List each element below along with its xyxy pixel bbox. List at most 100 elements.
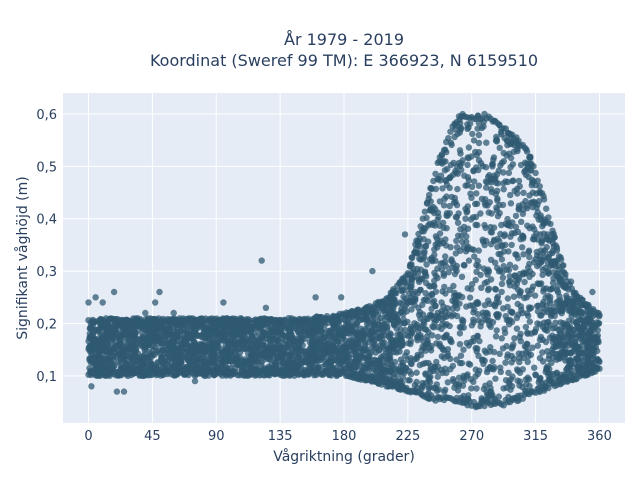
- data-point: [527, 304, 535, 311]
- data-point: [502, 313, 509, 320]
- data-point: [430, 177, 437, 185]
- data-point: [408, 254, 416, 262]
- data-point: [365, 367, 372, 374]
- data-point: [443, 193, 450, 200]
- data-point: [504, 295, 512, 302]
- data-point: [405, 377, 412, 384]
- x-tick-label: 135: [268, 429, 293, 444]
- data-point: [494, 213, 502, 220]
- data-point: [262, 304, 270, 311]
- data-point: [537, 374, 544, 382]
- data-point: [422, 271, 429, 278]
- data-point: [312, 323, 319, 331]
- data-point: [438, 307, 446, 315]
- data-point: [507, 376, 515, 383]
- data-point: [506, 273, 513, 280]
- data-point: [407, 298, 415, 306]
- data-point: [108, 338, 115, 346]
- data-point: [492, 333, 500, 340]
- data-point: [495, 393, 502, 400]
- data-point: [272, 362, 279, 370]
- data-point: [506, 261, 514, 268]
- data-point: [465, 360, 472, 367]
- data-point: [437, 240, 444, 247]
- data-point: [239, 328, 246, 336]
- data-point: [90, 336, 97, 344]
- data-point: [396, 348, 403, 355]
- data-point: [538, 217, 545, 224]
- data-point: [299, 327, 306, 335]
- data-point: [513, 314, 521, 322]
- data-point: [475, 182, 483, 189]
- data-point: [295, 343, 303, 351]
- data-point: [170, 309, 177, 317]
- data-point: [295, 353, 302, 360]
- data-point: [179, 345, 186, 352]
- data-point: [411, 381, 419, 389]
- data-point: [371, 344, 378, 352]
- data-point: [534, 236, 541, 243]
- data-point: [442, 386, 449, 393]
- data-point: [352, 348, 359, 356]
- data-point: [529, 283, 537, 290]
- data-point: [263, 329, 270, 336]
- data-point: [483, 184, 490, 191]
- data-point: [392, 319, 400, 327]
- data-point: [400, 287, 408, 294]
- data-point: [517, 330, 524, 338]
- data-point: [466, 294, 474, 301]
- data-point: [531, 292, 539, 299]
- data-point: [514, 190, 521, 197]
- data-point: [526, 273, 533, 280]
- data-point: [318, 363, 326, 371]
- data-point: [186, 347, 194, 355]
- data-point: [86, 330, 94, 337]
- data-point: [453, 244, 461, 251]
- y-tick-label: 0,2: [36, 317, 57, 332]
- data-point: [524, 358, 531, 366]
- data-point: [173, 345, 180, 353]
- data-point: [432, 205, 439, 213]
- data-point: [285, 340, 292, 348]
- data-point: [527, 351, 535, 359]
- data-point: [512, 251, 519, 258]
- data-point: [425, 375, 432, 382]
- data-point: [411, 249, 418, 256]
- data-point: [551, 234, 558, 241]
- data-point: [163, 361, 170, 368]
- data-point: [260, 350, 268, 357]
- data-point: [90, 356, 97, 363]
- data-point: [232, 348, 239, 355]
- data-point: [578, 308, 585, 316]
- data-point: [481, 347, 488, 354]
- data-point: [419, 343, 426, 351]
- data-point: [538, 280, 545, 287]
- data-point: [512, 264, 519, 271]
- data-point: [129, 352, 136, 359]
- data-point: [539, 349, 546, 356]
- data-point: [569, 298, 576, 305]
- data-point: [432, 302, 439, 309]
- data-point: [439, 259, 446, 267]
- data-point: [440, 334, 447, 341]
- data-point: [534, 177, 541, 184]
- data-point: [458, 324, 465, 331]
- data-point: [239, 324, 246, 331]
- data-point: [356, 344, 363, 352]
- data-point: [253, 343, 260, 350]
- data-point: [88, 383, 95, 390]
- data-point: [391, 287, 399, 295]
- data-point: [157, 356, 165, 363]
- data-point: [481, 302, 489, 309]
- data-point: [398, 337, 405, 344]
- data-point: [374, 311, 382, 319]
- data-point: [461, 172, 468, 179]
- data-point: [463, 238, 470, 246]
- data-point: [413, 237, 420, 244]
- data-point: [516, 354, 523, 362]
- data-point: [463, 209, 470, 216]
- data-point: [464, 154, 471, 161]
- data-point: [414, 327, 422, 335]
- data-point: [465, 177, 472, 184]
- data-point: [468, 385, 475, 392]
